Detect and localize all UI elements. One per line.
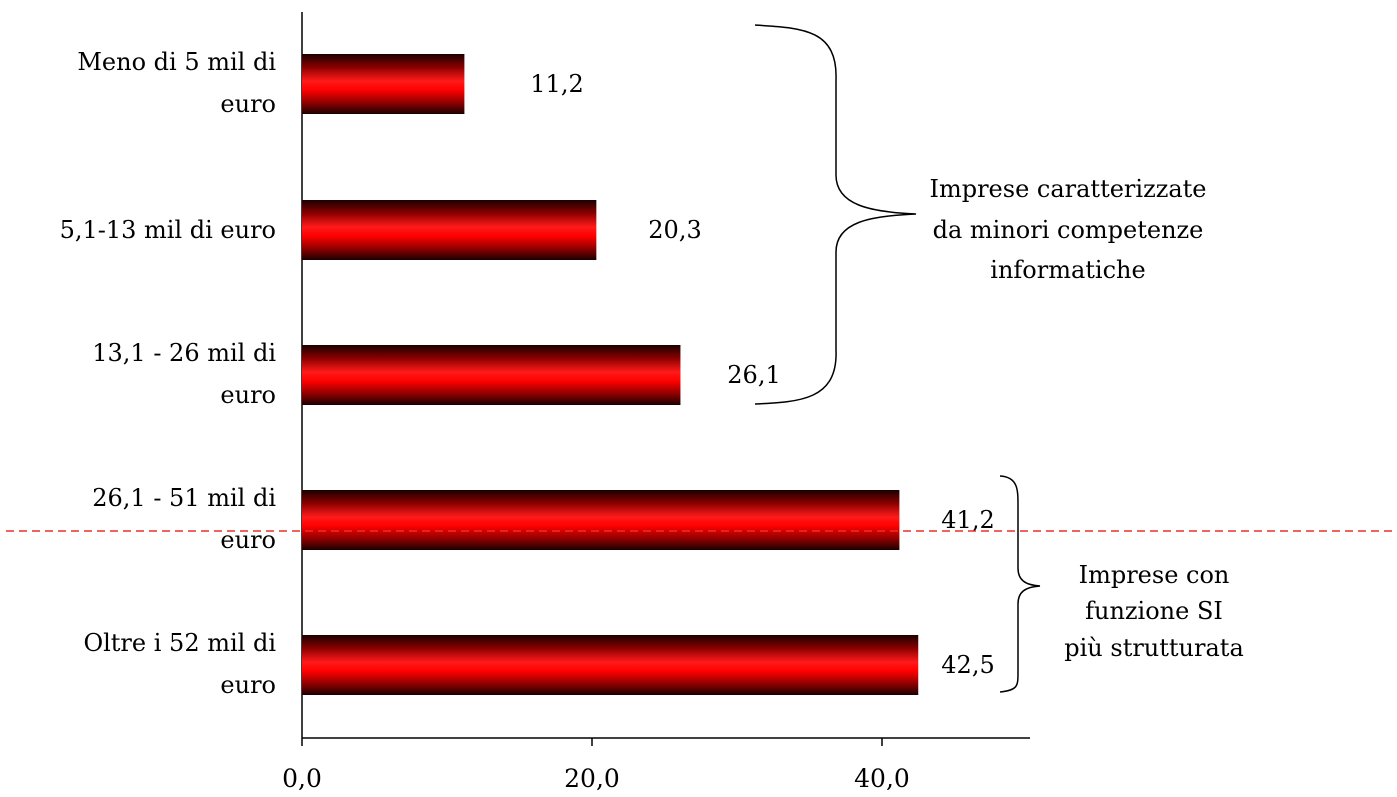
category-label: 5,1-13 mil di euro	[60, 216, 276, 244]
annotation-low-competence: da minori competenze	[933, 216, 1204, 244]
category-label: 26,1 - 51 mil di	[92, 484, 276, 512]
bars-group	[302, 54, 919, 695]
annotation-structured-is: più strutturata	[1064, 634, 1244, 662]
x-tick-label: 40,0	[854, 764, 910, 793]
category-label: 13,1 - 26 mil di	[92, 339, 276, 367]
bar-value-label: 41,2	[941, 506, 994, 534]
bar	[302, 54, 465, 114]
annotations: Imprese caratterizzate da minori competen…	[6, 24, 1397, 693]
bar	[302, 635, 919, 695]
annotation-structured-is: funzione SI	[1085, 597, 1223, 625]
annotation-low-competence: Imprese caratterizzate	[929, 175, 1206, 203]
category-label: Meno di 5 mil di	[77, 48, 276, 76]
bar	[302, 490, 900, 550]
value-labels: 11,2 20,3 26,1 41,2 42,5	[530, 70, 994, 679]
brace-group-low-competence	[754, 24, 917, 405]
bar	[302, 200, 597, 260]
category-label: euro	[220, 381, 276, 409]
bar	[302, 345, 681, 405]
bar-value-label: 20,3	[648, 216, 701, 244]
category-label: euro	[220, 671, 276, 699]
bar-value-label: 26,1	[727, 361, 780, 389]
x-tick-label: 20,0	[564, 764, 620, 793]
annotation-structured-is: Imprese con	[1079, 561, 1230, 589]
bar-value-label: 42,5	[941, 651, 994, 679]
category-label: euro	[220, 90, 276, 118]
category-label: Oltre i 52 mil di	[83, 629, 276, 657]
x-tick-label: 0,0	[282, 764, 322, 793]
x-ticks: 0,0 20,0 40,0	[282, 738, 910, 793]
bar-value-label: 11,2	[530, 70, 583, 98]
brace-group-structured-is	[999, 475, 1041, 693]
category-labels: Meno di 5 mil di euro 5,1-13 mil di euro 13…	[60, 48, 277, 699]
annotation-low-competence: informatiche	[990, 256, 1145, 284]
